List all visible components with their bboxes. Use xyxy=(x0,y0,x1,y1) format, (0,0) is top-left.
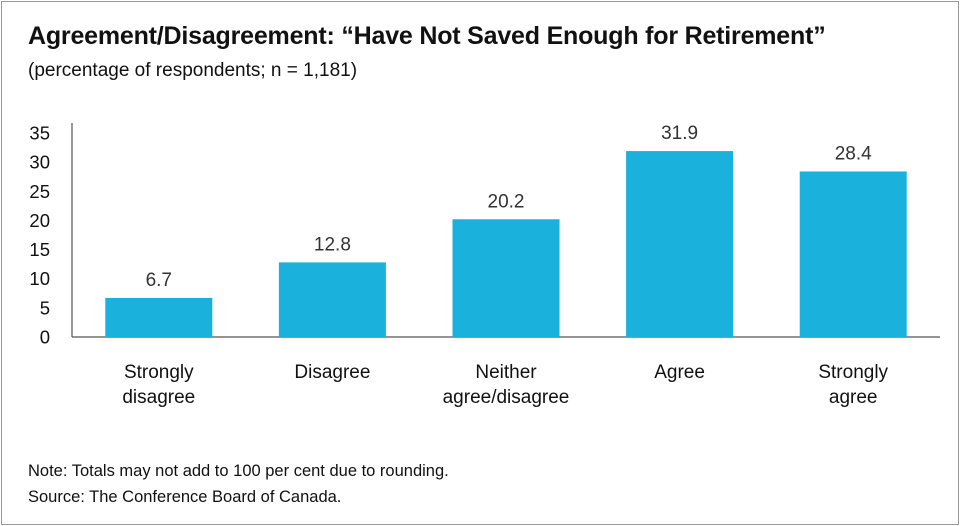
bar xyxy=(105,297,213,337)
x-category-label: disagree xyxy=(122,387,195,408)
bar-value-label: 20.2 xyxy=(488,191,525,212)
x-category-label: agree xyxy=(829,387,878,408)
y-tick-label: 25 xyxy=(29,181,50,202)
bar-value-label: 6.7 xyxy=(146,270,172,291)
bar-value-label: 28.4 xyxy=(835,143,872,164)
source-text: Source: The Conference Board of Canada. xyxy=(28,488,342,506)
x-category-label: Strongly xyxy=(124,362,194,383)
note-text: Note: Totals may not add to 100 per cent… xyxy=(28,462,449,480)
y-tick-label: 10 xyxy=(29,268,50,289)
y-tick-label: 30 xyxy=(29,152,50,173)
x-category-label: Neither xyxy=(475,362,537,383)
chart-title: Agreement/Disagreement: “Have Not Saved … xyxy=(28,22,826,50)
x-category-label: Strongly xyxy=(818,362,888,383)
y-tick-label: 5 xyxy=(40,297,50,318)
y-tick-label: 0 xyxy=(40,327,50,348)
bar xyxy=(799,171,907,337)
x-category-label: agree/disagree xyxy=(443,387,570,408)
y-tick-label: 35 xyxy=(29,123,50,144)
x-category-label: Agree xyxy=(654,362,705,383)
y-tick-label: 15 xyxy=(29,239,50,260)
x-category-label: Disagree xyxy=(294,362,370,383)
bar xyxy=(626,151,734,337)
bar xyxy=(452,219,560,337)
chart-subtitle: (percentage of respondents; n = 1,181) xyxy=(28,60,358,81)
bar xyxy=(278,262,386,337)
bar-value-label: 31.9 xyxy=(661,123,698,144)
y-tick-label: 20 xyxy=(29,210,50,231)
bar-value-label: 12.8 xyxy=(314,234,351,255)
chart-notes: Note: Totals may not add to 100 per cent… xyxy=(28,458,449,510)
